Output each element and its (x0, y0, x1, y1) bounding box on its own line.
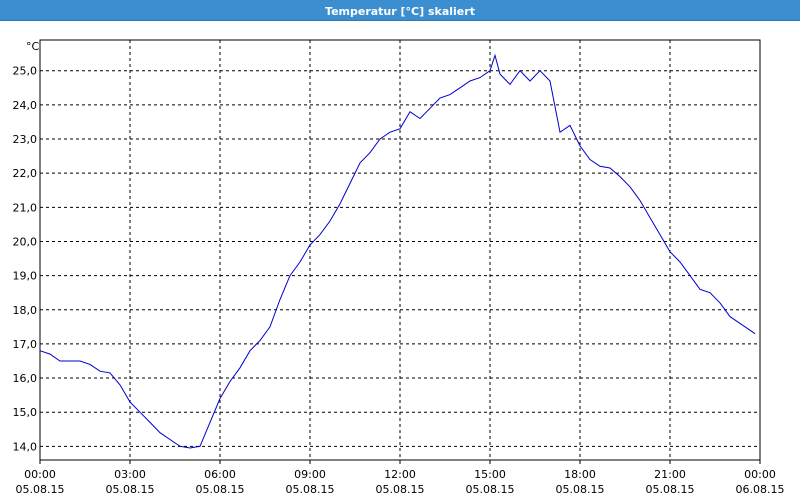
temperature-series-line (39, 53, 756, 449)
y-axis-ticks: 14,0 15,0 16,0 17,0 18,0 19,0 20,0 21,0 22,0 23,0… (13, 65, 38, 454)
x-tick-date-label: 05.08.15 (466, 483, 515, 496)
x-axis-ticks: 00:00 05.08.15 03:00 05.08.15 06:00 05.08.15 0… (16, 460, 785, 496)
y-tick-label: 21,0 (13, 201, 38, 214)
x-tick-date-label: 05.08.15 (16, 483, 65, 496)
x-tick-time-label: 03:00 (114, 468, 146, 481)
y-axis-unit-label: °C (26, 40, 40, 53)
x-tick-time-label: 21:00 (654, 468, 686, 481)
x-tick-date-label: 05.08.15 (196, 483, 245, 496)
x-tick-date-label: 06.08.15 (736, 483, 785, 496)
y-tick-label: 14,0 (13, 440, 38, 453)
x-tick-time-label: 06:00 (204, 468, 236, 481)
y-tick-label: 18,0 (13, 304, 38, 317)
x-tick-date-label: 05.08.15 (286, 483, 335, 496)
x-tick-time-label: 09:00 (294, 468, 326, 481)
y-tick-label: 16,0 (13, 372, 38, 385)
x-tick-date-label: 05.08.15 (376, 483, 425, 496)
window-title: Temperatur [°C] skaliert (325, 5, 475, 18)
x-tick-time-label: 00:00 (744, 468, 776, 481)
x-tick-time-label: 15:00 (474, 468, 506, 481)
y-tick-label: 17,0 (13, 338, 38, 351)
y-tick-label: 19,0 (13, 270, 38, 283)
temperature-line-chart: 14,0 15,0 16,0 17,0 18,0 19,0 20,0 21,0 22,0 23,0… (13, 39, 785, 496)
y-tick-label: 23,0 (13, 133, 38, 146)
x-tick-time-label: 18:00 (564, 468, 596, 481)
gridlines (40, 40, 760, 460)
y-tick-label: 24,0 (13, 99, 38, 112)
x-tick-time-label: 12:00 (384, 468, 416, 481)
x-tick-date-label: 05.08.15 (556, 483, 605, 496)
title-bar: Temperatur [°C] skaliert (0, 0, 800, 21)
x-tick-time-label: 00:00 (24, 468, 56, 481)
y-tick-label: 20,0 (13, 235, 38, 248)
x-tick-date-label: 05.08.15 (646, 483, 695, 496)
y-tick-label: 25,0 (13, 65, 38, 78)
y-tick-label: 22,0 (13, 167, 38, 180)
x-tick-date-label: 05.08.15 (106, 483, 155, 496)
y-tick-label: 15,0 (13, 406, 38, 419)
